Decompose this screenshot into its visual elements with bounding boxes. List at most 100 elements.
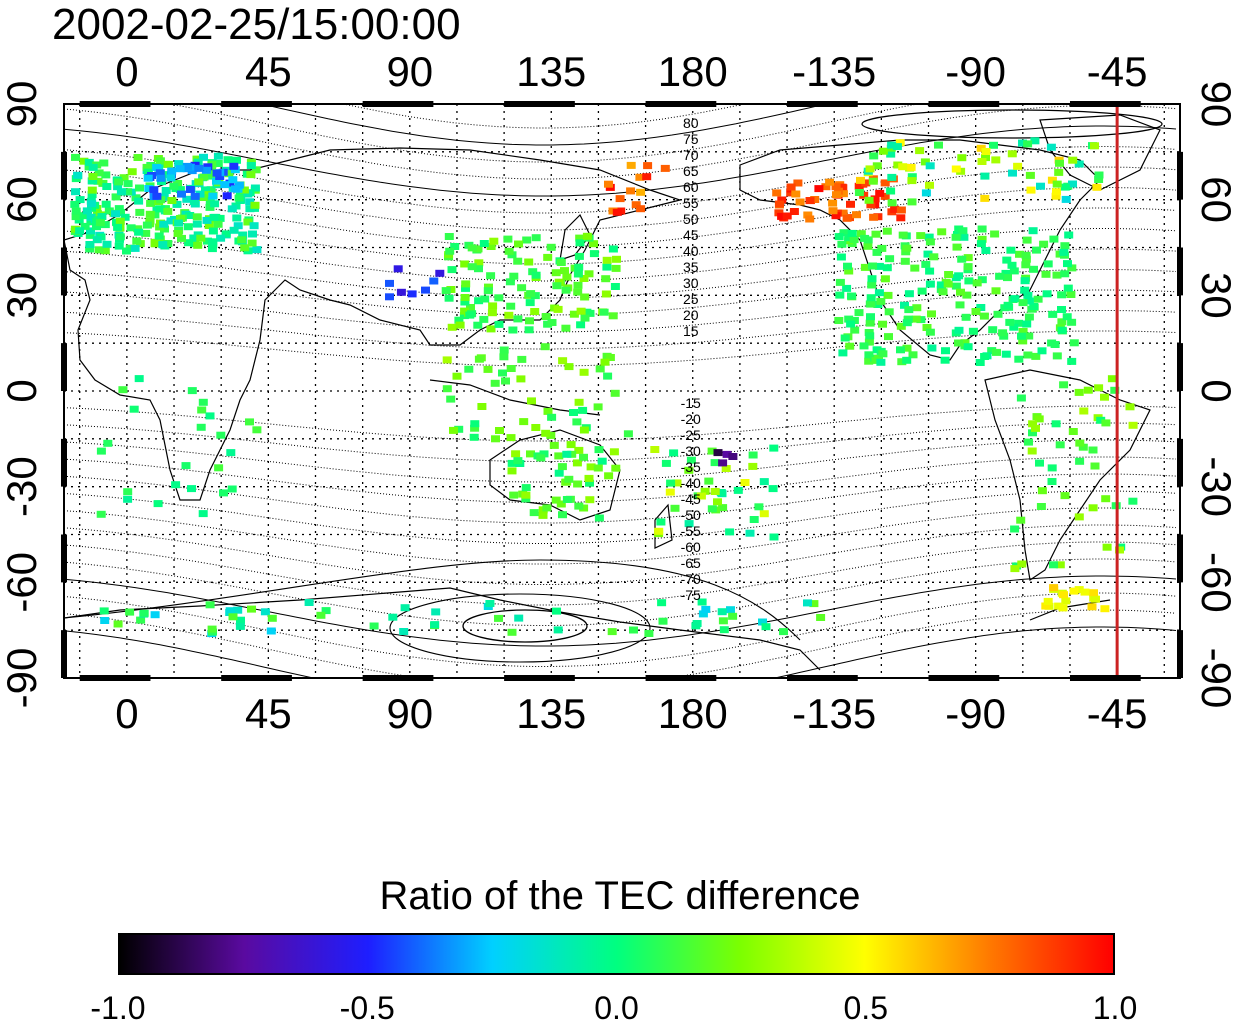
tec-pixel [925,238,935,246]
tec-pixel [1101,495,1111,503]
tec-pixel [1069,587,1079,595]
tec-pixel [513,257,523,265]
tec-pixel [185,186,195,193]
tec-pixel [1043,597,1053,605]
tec-pixel [115,217,125,225]
y-tick-label-right: 30 [1193,272,1240,319]
tec-pixel [835,291,845,299]
tec-pixel [718,617,728,625]
tec-pixel [993,310,1003,318]
tec-pixel [92,236,102,244]
tec-pixel [1067,264,1077,272]
contour-line [64,609,1177,678]
tec-pixel [143,174,153,182]
tec-pixel [740,479,750,486]
tec-pixel [185,212,195,219]
tec-pixel [166,217,176,225]
tec-pixel [1055,441,1065,449]
tec-pixel [531,271,541,279]
tec-pixel [204,222,214,229]
tec-pixel [574,502,584,510]
coastline-path [654,503,673,549]
tec-pixel [838,209,848,217]
tec-pixel [223,156,233,164]
tec-pixel [595,365,605,373]
tec-pixel [205,412,215,420]
tec-pixel [543,407,553,415]
tec-pixel [158,241,168,249]
tec-pixel [904,306,914,314]
contour-label: 55 [683,195,699,211]
tec-pixel [155,205,165,213]
tec-pixel [491,435,500,443]
tec-pixel [232,156,241,164]
south-pole-contour [462,609,588,643]
tec-pixel [768,485,778,493]
tec-pixel [718,504,728,512]
tec-pixel [856,230,866,238]
tec-pixel [229,226,239,234]
contour-label: -35 [681,459,701,475]
tec-pixel [585,479,594,487]
tec-pixel [504,311,514,319]
tec-pixel [1060,270,1070,278]
tec-pixel [761,623,771,631]
y-tick-label-right: 60 [1193,176,1240,223]
tec-pixel [1049,561,1058,569]
tec-pixel [529,509,539,517]
tec-pixel [1007,261,1017,269]
tec-pixel [1059,591,1068,599]
tec-pixel [1021,261,1031,269]
tec-pixel [593,403,603,411]
tec-pixel [573,480,583,488]
coastline-path [64,147,683,501]
tec-pixel [603,372,613,380]
tec-pixel [701,605,711,613]
tec-pixel [521,495,531,503]
tec-pixel [854,189,864,196]
tec-pixel [979,312,989,320]
tec-pixel [1036,182,1045,190]
tec-pixel [86,227,95,235]
tec-pixel [908,351,918,359]
tec-pixel [580,314,590,322]
tec-pixel [125,608,135,616]
tec-pixel [1028,227,1038,235]
x-tick-label-top: -90 [945,48,1006,95]
tec-pixel [911,315,921,323]
tec-pixel [1115,546,1124,554]
tec-pixel [1068,428,1078,435]
tec-pixel [530,308,540,315]
tec-pixel [866,313,875,321]
contour-label: 70 [683,147,699,163]
tec-pixel [998,329,1008,337]
tec-pixel [572,459,582,467]
tec-pixel [611,264,621,272]
tec-pixel [602,263,612,271]
tec-pixel [1069,339,1079,347]
colorbar-tick-label: -0.5 [339,990,395,1026]
coastline-path [1039,114,1161,191]
tec-pixel [1100,605,1110,613]
tec-pixel [951,282,961,290]
tec-pixel [968,327,978,335]
tec-pixel [901,248,911,256]
tec-pixel [1057,326,1067,334]
tec-pixel [963,263,973,271]
tec-pixel [976,144,986,152]
tec-pixel [99,159,109,167]
tec-pixel [832,191,841,199]
tec-pixel [860,234,870,242]
map-title: 2002-02-25/15:00:00 [52,0,461,49]
tec-pixel [594,514,604,522]
tec-pixel [467,244,477,252]
tec-pixel [871,230,881,238]
tec-pixel [612,255,621,263]
tec-pixel [585,496,595,504]
tec-pixel [1026,186,1036,194]
tec-pixel [133,154,143,161]
tec-pixel [85,231,95,239]
tec-pixel [1092,183,1102,191]
tec-pixel [1022,320,1032,328]
tec-pixel [221,230,231,238]
